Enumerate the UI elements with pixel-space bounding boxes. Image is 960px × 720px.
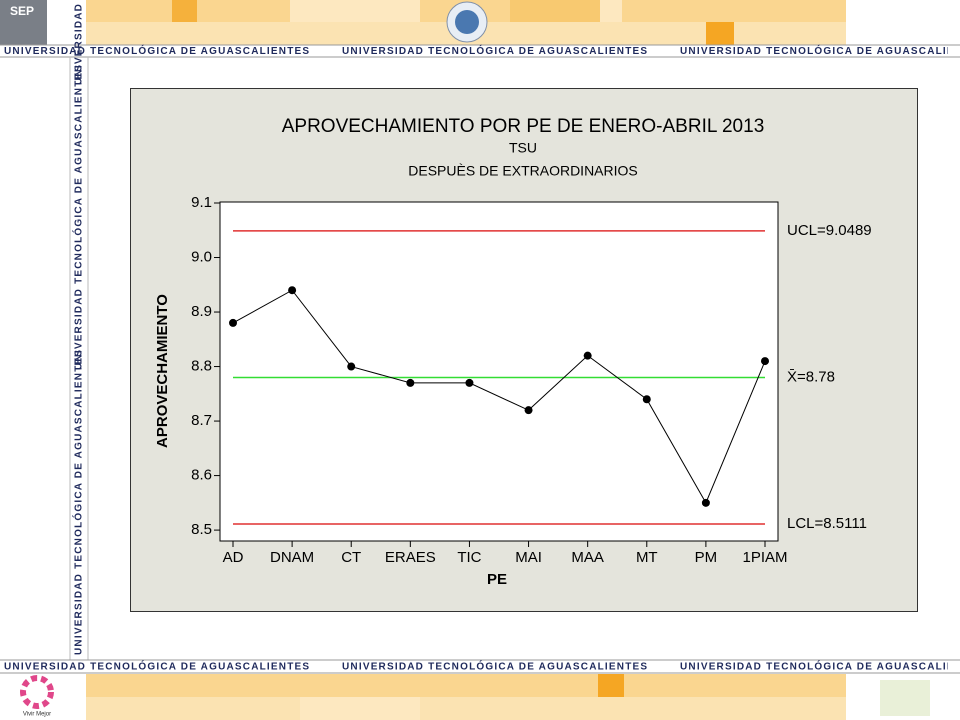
data-point [761,357,769,366]
data-point [347,362,356,371]
x-tick-label: ERAES [385,549,436,566]
y-tick-label: 8.8 [191,358,212,375]
plot-area [219,201,779,542]
banner-block [600,0,622,22]
sep-logo-box [0,0,47,45]
y-tick-label: 8.5 [191,521,212,538]
y-tick-label: 9.0 [191,248,212,265]
banner-text: UNIVERSIDAD TECNOLÓGICA DE AGUASCALIENTE… [680,44,960,57]
banner-block [510,0,600,22]
x-tick-label: AD [223,549,244,566]
y-tick-label: 8.9 [191,303,212,320]
data-point [524,406,533,415]
x-tick-label: CT [341,549,361,566]
data-point [583,351,592,360]
university-seal [455,10,479,34]
control-limit-label: UCL=9.0489 [787,222,872,239]
data-point [642,395,651,404]
chart-title: APROVECHAMIENTO POR PE DE ENERO-ABRIL 20… [282,116,765,137]
xx-anos-logo [880,680,930,716]
vivir-mejor-logo [20,675,54,709]
banner-block [290,0,420,22]
sep-logo: SEP [10,4,34,18]
control-limit-label: X̄=8.78 [787,368,835,385]
x-tick-label: PM [695,549,718,566]
x-tick-label: MT [636,549,658,566]
data-point [406,378,415,387]
y-tick-label: 8.6 [191,467,212,484]
y-tick-label: 8.7 [191,412,212,429]
banner-block [172,0,197,22]
x-tick-label: MAI [515,549,542,566]
banner-text: UNIVERSIDAD TECNOLÓGICA DE AGUASCALIENTE… [680,660,960,673]
banner-text: UNIVERSIDAD TECNOLÓGICA DE AGUASCALIENTE… [342,660,648,673]
y-axis-label: APROVECHAMIENTO [154,294,171,448]
banner-fill [86,697,846,720]
banner-block [706,22,734,45]
chart-subtitle: DESPUÈS DE EXTRAORDINARIOS [408,163,638,179]
x-tick-label: DNAM [270,549,314,566]
y-tick-label: 9.1 [191,194,212,211]
data-point [229,318,237,327]
banner-block [300,697,420,720]
data-point [465,378,474,387]
footer-logo: Vivir Mejor [23,712,51,718]
banner-text: UNIVERSIDAD TECNOLÓGICA DE AGUASCALIENTE… [72,349,85,655]
banner-block [598,674,624,697]
banner-text: UNIVERSIDAD TECNOLÓGICA DE AGUASCALIENTE… [4,44,310,57]
chart-subtitle: TSU [509,140,537,156]
data-point [701,498,710,507]
x-tick-label: MAA [571,549,604,566]
x-axis-label: PE [487,571,507,588]
banner-text: UNIVERSIDAD TECNOLÓGICA DE AGUASCALIENTE… [72,64,85,370]
series-line [232,289,766,504]
data-point [288,286,297,295]
x-tick-label: 1PIAM [742,549,787,566]
control-limit-label: LCL=8.5111 [787,515,867,532]
banner-text: UNIVERSIDAD TECNOLÓGICA DE AGUASCALIENTE… [4,660,310,673]
banner-text: UNIVERSIDAD TECNOLÓGICA DE AGUASCALIENTE… [72,0,85,85]
banner-text: UNIVERSIDAD TECNOLÓGICA DE AGUASCALIENTE… [342,44,648,57]
x-tick-label: TIC [457,549,481,566]
